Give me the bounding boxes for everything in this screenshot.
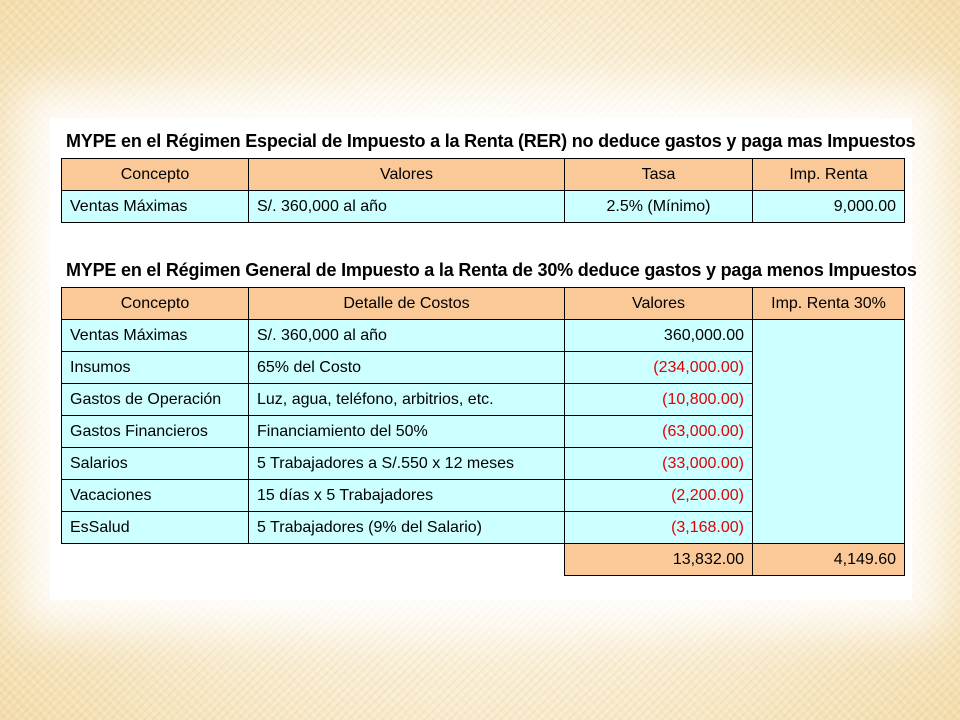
table2-title: MYPE en el Régimen General de Impuesto a…	[66, 260, 917, 280]
table-row: EsSalud 5 Trabajadores (9% del Salario) …	[61, 511, 905, 544]
table-row: Salarios 5 Trabajadores a S/.550 x 12 me…	[61, 447, 905, 480]
table-row: Insumos 65% del Costo (234,000.00)	[61, 351, 905, 384]
detalle-cell: 65% del Costo	[248, 351, 565, 384]
rer-header-imp-renta: Imp. Renta	[752, 158, 905, 191]
valor-cell: (63,000.00)	[564, 415, 753, 448]
valor-cell: (234,000.00)	[564, 351, 753, 384]
table1-title: MYPE en el Régimen Especial de Impuesto …	[66, 131, 916, 151]
total-valor-cell: 13,832.00	[564, 543, 753, 576]
detalle-cell: S/. 360,000 al año	[248, 319, 565, 352]
valor-cell: (3,168.00)	[564, 511, 753, 544]
concepto-cell: Vacaciones	[61, 479, 249, 512]
detalle-cell: Luz, agua, teléfono, arbitrios, etc.	[248, 383, 565, 416]
total-row: 13,832.00 4,149.60	[62, 543, 905, 576]
detalle-cell: 5 Trabajadores (9% del Salario)	[248, 511, 565, 544]
rer-table: Concepto Valores Tasa Imp. Renta Ventas …	[61, 158, 905, 223]
total-impuesto-cell: 4,149.60	[752, 543, 905, 576]
rer-imp-renta-cell: 9,000.00	[752, 190, 905, 223]
concepto-cell: Gastos de Operación	[61, 383, 249, 416]
rg-header-concepto: Concepto	[61, 287, 249, 320]
rer-header-tasa: Tasa	[564, 158, 753, 191]
concepto-cell: Ventas Máximas	[61, 319, 249, 352]
detalle-cell: Financiamiento del 50%	[248, 415, 565, 448]
rer-tasa-cell: 2.5% (Mínimo)	[564, 190, 753, 223]
rer-header-valores: Valores	[248, 158, 565, 191]
valor-cell: (33,000.00)	[564, 447, 753, 480]
concepto-cell: Gastos Financieros	[61, 415, 249, 448]
rer-concepto-cell: Ventas Máximas	[61, 190, 249, 223]
detalle-cell: 5 Trabajadores a S/.550 x 12 meses	[248, 447, 565, 480]
rg-header-row: Concepto Detalle de Costos Valores Imp. …	[61, 287, 905, 320]
valor-cell: (10,800.00)	[564, 383, 753, 416]
blank-cell	[249, 544, 565, 576]
detalle-cell: 15 días x 5 Trabajadores	[248, 479, 565, 512]
rer-valores-cell: S/. 360,000 al año	[248, 190, 565, 223]
rer-header-concepto: Concepto	[61, 158, 249, 191]
blank-cell	[62, 544, 249, 576]
concepto-cell: EsSalud	[61, 511, 249, 544]
valor-cell: 360,000.00	[564, 319, 753, 352]
table-row: Ventas Máximas S/. 360,000 al año 360,00…	[61, 319, 905, 544]
rg-header-detalle: Detalle de Costos	[248, 287, 565, 320]
table-row: Vacaciones 15 días x 5 Trabajadores (2,2…	[61, 479, 905, 512]
table-row: Gastos Financieros Financiamiento del 50…	[61, 415, 905, 448]
imp-renta-empty-cell	[752, 319, 905, 544]
rer-header-row: Concepto Valores Tasa Imp. Renta	[61, 158, 905, 191]
valor-cell: (2,200.00)	[564, 479, 753, 512]
concepto-cell: Salarios	[61, 447, 249, 480]
concepto-cell: Insumos	[61, 351, 249, 384]
rg-header-imp-renta: Imp. Renta 30%	[752, 287, 905, 320]
rg-header-valores: Valores	[564, 287, 753, 320]
table-row: Gastos de Operación Luz, agua, teléfono,…	[61, 383, 905, 416]
rg-table: Concepto Detalle de Costos Valores Imp. …	[61, 287, 905, 576]
rer-row: Ventas Máximas S/. 360,000 al año 2.5% (…	[61, 190, 905, 223]
